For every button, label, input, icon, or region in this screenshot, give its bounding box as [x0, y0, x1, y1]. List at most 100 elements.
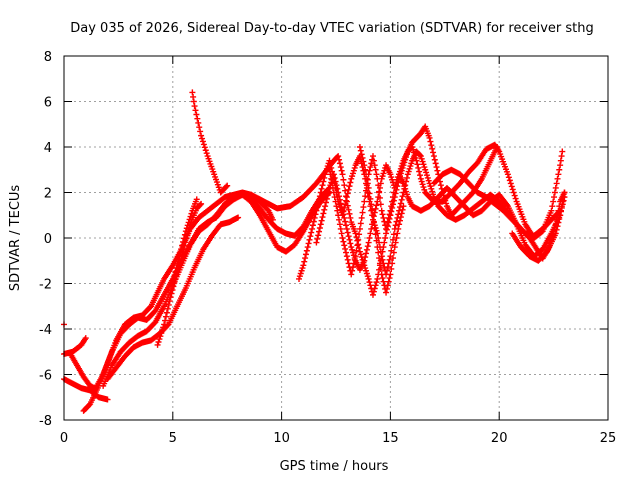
data-point [224, 182, 231, 189]
data-point [374, 175, 381, 182]
data-point [311, 214, 318, 221]
data-point [313, 239, 320, 246]
data-point [377, 265, 384, 272]
data-point [336, 216, 343, 223]
data-point [505, 174, 512, 181]
data-point [178, 246, 185, 253]
data-point [379, 173, 386, 180]
series-track-10 [169, 196, 200, 287]
data-point [552, 184, 559, 191]
data-point [551, 194, 558, 201]
data-point [371, 224, 378, 231]
data-point [369, 206, 376, 213]
data-point [336, 193, 343, 200]
y-axis-label: SDTVAR / TECUs [8, 185, 23, 292]
data-point [384, 282, 391, 289]
data-point [368, 201, 375, 208]
data-point [349, 264, 356, 271]
data-point [407, 163, 414, 170]
data-point [386, 275, 393, 282]
data-point [333, 182, 340, 189]
data-point [557, 157, 564, 164]
data-point [367, 282, 374, 289]
data-point [316, 196, 323, 203]
data-point [538, 228, 545, 235]
data-point [387, 271, 394, 278]
data-point [379, 211, 386, 218]
data-point [350, 260, 357, 267]
series-track-4 [67, 351, 98, 392]
chart-title: Day 035 of 2026, Sidereal Day-to-day VTE… [70, 21, 594, 36]
y-tick-label: 4 [44, 141, 52, 156]
data-point [559, 198, 566, 205]
data-point [335, 153, 342, 160]
data-point [316, 228, 323, 235]
data-point [306, 236, 313, 243]
data-point [396, 221, 403, 228]
data-point [554, 223, 561, 230]
data-point [365, 239, 372, 246]
data-point [399, 193, 406, 200]
data-point [341, 182, 348, 189]
data-point [421, 186, 428, 193]
data-point [548, 207, 555, 214]
data-point [375, 249, 382, 256]
data-point [312, 211, 319, 218]
data-point [403, 188, 410, 195]
data-point [359, 154, 366, 161]
data-point [393, 179, 400, 186]
data-point [371, 162, 378, 169]
data-point [429, 188, 436, 195]
data-point [390, 189, 397, 196]
data-point [408, 160, 415, 167]
data-point [433, 164, 440, 171]
data-point [317, 189, 324, 196]
data-point [314, 204, 321, 211]
data-point [326, 157, 333, 164]
data-point [337, 225, 344, 232]
data-point [363, 270, 370, 277]
data-point [360, 204, 367, 211]
data-point [383, 267, 390, 274]
data-point [318, 217, 325, 224]
y-tick-label: -4 [39, 323, 52, 338]
data-point [343, 225, 350, 232]
data-point [386, 211, 393, 218]
data-point [508, 183, 515, 190]
data-point [382, 235, 389, 241]
y-tick-label: -6 [39, 369, 52, 384]
data-point [416, 152, 423, 159]
data-point [171, 272, 178, 279]
data-point [189, 89, 196, 96]
data-point [180, 238, 187, 245]
data-point [397, 165, 404, 172]
data-point [385, 278, 392, 285]
data-point [180, 235, 187, 242]
data-point [172, 268, 179, 275]
data-point [342, 218, 349, 225]
data-point [364, 273, 371, 280]
data-point [426, 134, 433, 141]
data-point [349, 246, 356, 253]
data-point [559, 148, 566, 155]
data-point [362, 254, 369, 261]
data-point [553, 180, 560, 187]
data-point [367, 230, 374, 237]
data-point [164, 322, 171, 329]
data-point [339, 235, 346, 241]
data-point [156, 336, 163, 343]
data-point [365, 184, 372, 191]
data-point [325, 188, 332, 195]
data-point [363, 246, 370, 253]
data-point [512, 195, 519, 202]
data-point [296, 273, 303, 280]
data-point [320, 178, 327, 185]
data-point [158, 330, 165, 337]
data-point [403, 174, 410, 181]
data-point [340, 211, 347, 218]
data-point [163, 309, 170, 316]
data-point [374, 244, 381, 251]
data-point [296, 275, 303, 282]
data-point [551, 189, 558, 196]
data-point [174, 261, 181, 267]
